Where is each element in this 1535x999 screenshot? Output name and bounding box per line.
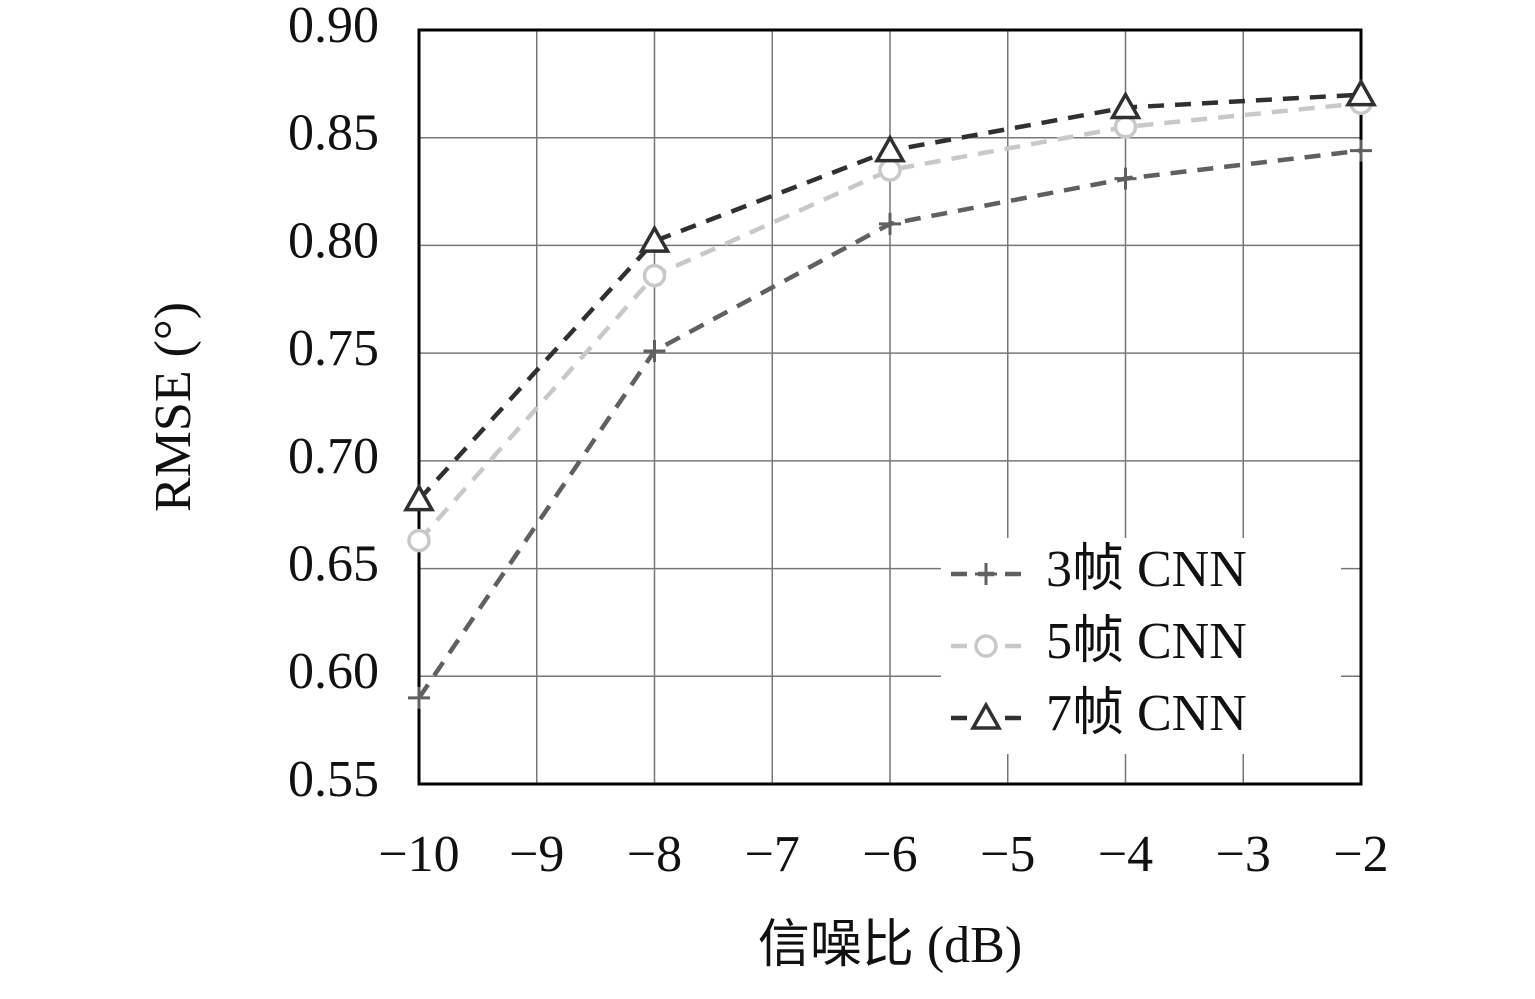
x-axis-label: 信噪比 (dB) (758, 917, 1022, 974)
legend-label: 5帧 CNN (1046, 613, 1247, 670)
marker (1350, 139, 1372, 162)
x-tick-label: −10 (378, 826, 459, 883)
y-tick-label: 0.80 (288, 212, 379, 269)
marker (878, 158, 902, 182)
y-tick-label: 0.60 (288, 643, 379, 700)
marker (874, 134, 906, 163)
x-tick-label: −5 (980, 826, 1035, 883)
marker (879, 212, 901, 235)
x-tick-label: −4 (1098, 826, 1153, 883)
legend-label: 7帧 CNN (1046, 685, 1247, 742)
y-tick-label: 0.90 (288, 0, 379, 54)
x-tick-label: −8 (627, 826, 682, 883)
x-tick-label: −2 (1333, 826, 1388, 883)
marker (970, 701, 1002, 730)
marker (1109, 90, 1142, 120)
x-tick-label: −9 (509, 826, 564, 883)
marker (403, 483, 435, 512)
x-tick-label: −6 (862, 826, 917, 883)
y-tick-label: 0.65 (288, 536, 379, 593)
marker (638, 224, 671, 253)
marker (408, 686, 430, 709)
series-line (417, 101, 1362, 543)
plot-frame (417, 28, 1363, 786)
y-tick-label: 0.55 (288, 751, 379, 808)
y-tick-label: 0.70 (288, 428, 379, 485)
marker (1114, 167, 1137, 190)
marker (643, 339, 666, 362)
legend-label: 3帧 CNN (1046, 541, 1247, 598)
marker (1113, 115, 1138, 139)
marker (407, 528, 431, 553)
marker (974, 634, 998, 658)
marker (642, 263, 667, 288)
x-tick-label: −7 (745, 826, 800, 883)
marker (1345, 78, 1377, 107)
marker (975, 563, 997, 585)
y-axis-label: RMSE (°) (145, 302, 202, 512)
y-tick-label: 0.75 (288, 320, 379, 377)
y-tick-label: 0.85 (288, 105, 379, 162)
x-tick-label: −3 (1216, 826, 1271, 883)
